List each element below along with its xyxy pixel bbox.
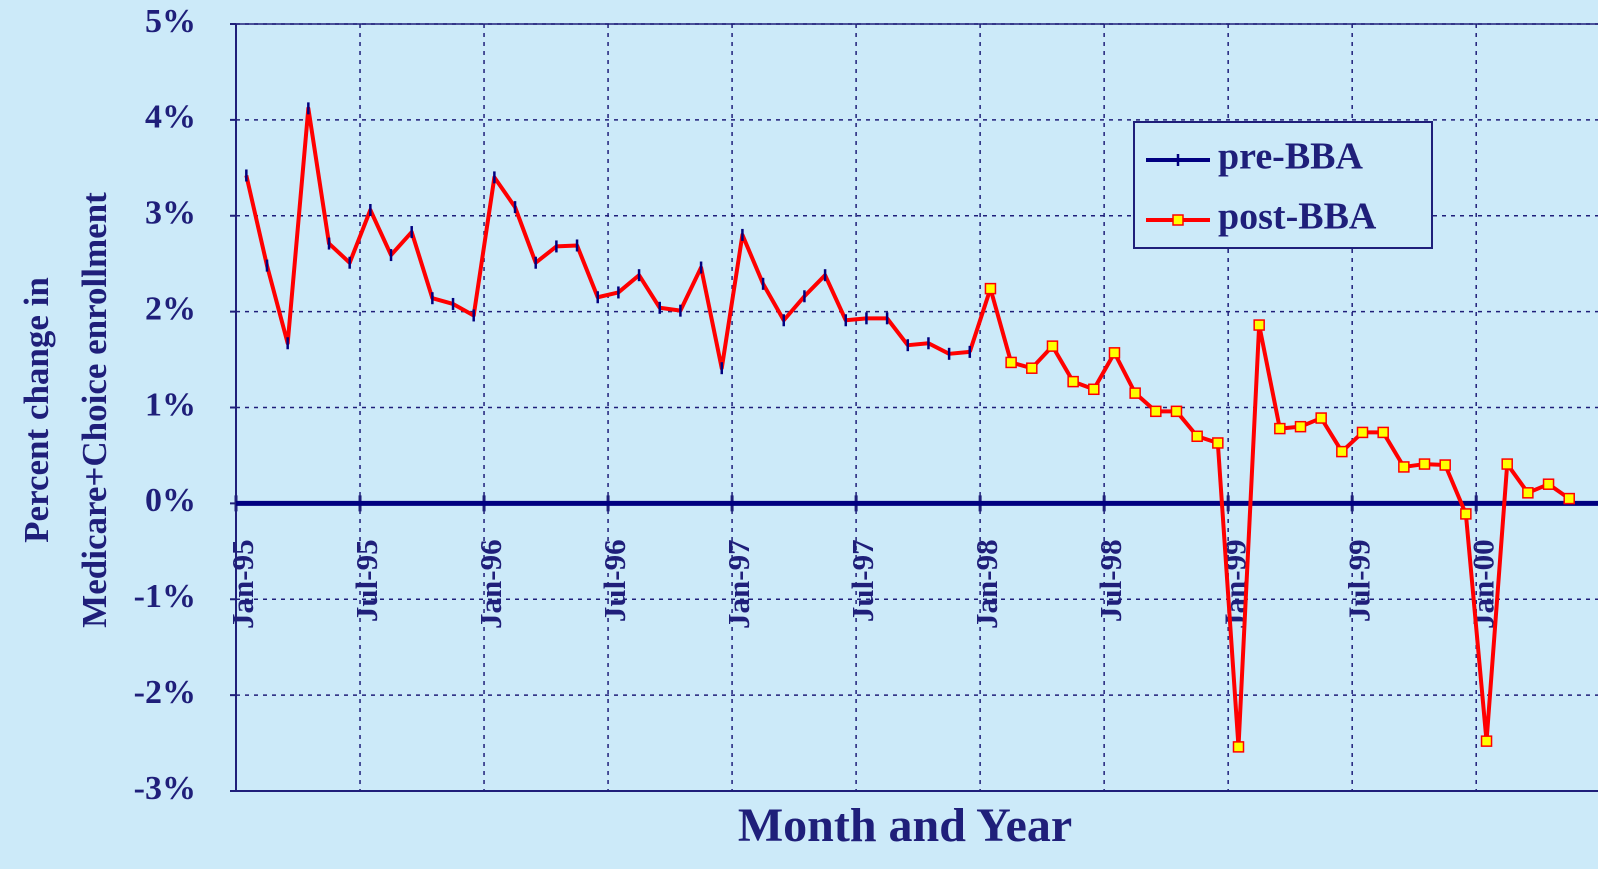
marker	[1067, 375, 1079, 388]
marker	[1460, 508, 1472, 520]
y-axis-title: Medicare+Choice enrollment	[75, 192, 114, 628]
marker	[1026, 362, 1038, 374]
marker	[1480, 735, 1493, 747]
series-line	[244, 106, 970, 371]
x-tick-label: Jan-96	[473, 539, 508, 629]
x-axis-title: Month and Year	[738, 799, 1072, 852]
y-tick-label: -1%	[134, 578, 196, 615]
marker	[1315, 412, 1327, 424]
marker	[984, 282, 997, 295]
series-connector	[967, 287, 993, 353]
y-tick-label: 3%	[145, 195, 196, 232]
marker	[1294, 420, 1307, 433]
marker	[1108, 347, 1121, 359]
y-tick-label: 1%	[145, 386, 196, 423]
x-tick-label: Jul-98	[1093, 539, 1128, 622]
marker	[1170, 405, 1183, 418]
marker	[1005, 356, 1017, 369]
y-tick-label: 4%	[145, 99, 196, 136]
marker	[1150, 405, 1162, 418]
x-tick-label: Jan-97	[721, 539, 756, 629]
legend-label: pre-BBA	[1218, 136, 1364, 178]
y-tick-label: 2%	[145, 290, 196, 327]
legend-marker	[1172, 214, 1184, 226]
marker	[1212, 437, 1224, 449]
legend: pre-BBA post-BBA	[1133, 121, 1433, 249]
marker	[1191, 430, 1203, 443]
y-tick-label: -3%	[134, 770, 196, 807]
marker	[1046, 340, 1059, 352]
x-tick-label: Jul-96	[597, 539, 632, 622]
series-line	[988, 288, 1571, 749]
marker	[1129, 387, 1141, 399]
marker	[1336, 445, 1348, 458]
marker	[1088, 383, 1100, 396]
marker	[1377, 426, 1389, 439]
x-tick-label: Jul-99	[1341, 539, 1376, 622]
marker	[1542, 478, 1555, 490]
marker	[1274, 422, 1286, 435]
marker	[1253, 319, 1265, 331]
legend-box	[1133, 121, 1433, 249]
x-tick-label: Jul-95	[349, 539, 384, 622]
marker	[1356, 426, 1369, 439]
y-axis-title: Percent change in	[17, 277, 56, 543]
y-tick-label: -2%	[134, 674, 196, 711]
marker	[1522, 487, 1534, 499]
x-tick-label: Jan-95	[225, 539, 260, 629]
legend-label: post-BBA	[1218, 196, 1377, 238]
marker	[1232, 741, 1245, 753]
y-tick-label: 0%	[145, 482, 196, 519]
x-tick-label: Jul-97	[845, 539, 880, 622]
marker	[1501, 458, 1513, 470]
marker	[1439, 459, 1451, 471]
marker	[1563, 492, 1575, 505]
marker	[1398, 461, 1410, 473]
x-tick-label: Jan-98	[969, 539, 1004, 629]
y-tick-label: 5%	[145, 3, 196, 40]
markers	[245, 102, 1575, 753]
marker	[1418, 458, 1431, 470]
